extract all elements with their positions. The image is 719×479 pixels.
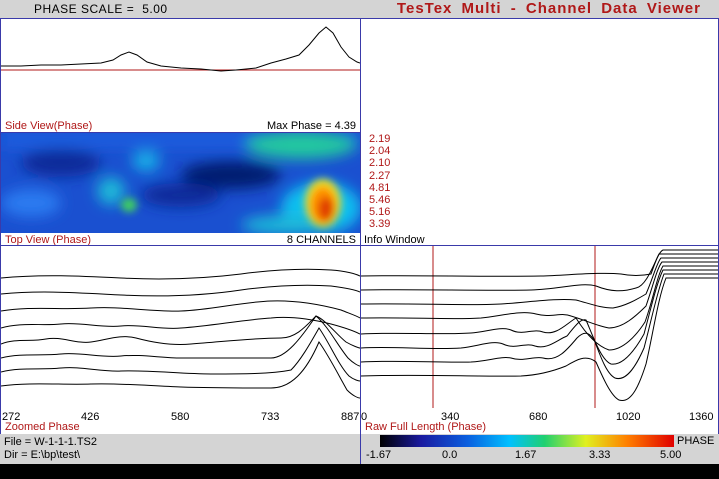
color-scale-title: PHASE [677,435,715,447]
status-divider [360,434,361,464]
raw-phase-panel[interactable]: 0 340 680 1020 1360 Raw Full Length (Pha… [360,245,719,435]
info-value: 3.39 [369,218,391,231]
zoomed-trace [1,268,360,280]
zoomed-tick-label: 272 [2,411,21,423]
zoomed-trace [1,316,360,335]
raw-tick-label: 1360 [689,411,714,423]
zoomed-tick-label: 733 [261,411,280,423]
zoomed-trace [1,340,360,399]
raw-trace [361,257,718,309]
info-value: 2.19 [369,133,391,145]
raw-tick-label: 0 [361,411,368,423]
top-view-label: Top View (Phase) [5,234,92,246]
color-scale-tick: 1.67 [515,449,537,461]
phase-scale-value: 5.00 [142,2,168,16]
footer-strip [0,464,719,479]
raw-tick-label: 1020 [616,411,641,423]
zoomed-traces [1,268,360,399]
info-window-panel[interactable]: 2.19 2.04 2.10 2.27 4.81 5.46 5.16 3.39 … [360,18,719,246]
max-phase-readout: Max Phase = 4.39 [267,120,356,132]
side-view-panel[interactable]: Side View(Phase) Max Phase = 4.39 [0,18,361,133]
top-view-heatmap [1,133,360,233]
raw-phase-label: Raw Full Length (Phase) [365,421,487,433]
zoomed-trace [1,315,360,367]
info-value: 2.04 [369,145,391,158]
side-view-trace [1,26,360,72]
raw-trace [361,261,718,329]
info-window-label: Info Window [364,234,425,246]
info-value: 2.27 [369,169,391,182]
zoomed-trace [1,284,360,297]
info-value: 2.10 [369,157,391,170]
raw-trace [361,269,718,365]
color-scale-tick: 3.33 [589,449,611,461]
phase-scale-label: PHASE SCALE = [34,2,135,16]
channels-count: 8 CHANNELS [286,234,356,246]
file-name: File = W-1-1-1.TS2 [4,436,98,448]
color-scale-tick: 0.0 [442,449,458,461]
zoomed-phase-panel[interactable]: 272 426 580 733 887 Zoomed Phase [0,245,361,435]
info-values-list: 2.19 2.04 2.10 2.27 4.81 5.46 5.16 3.39 [369,133,390,231]
raw-trace [361,265,718,351]
info-value: 5.16 [369,206,391,219]
side-view-label: Side View(Phase) [5,120,93,132]
raw-tick-label: 680 [529,411,548,423]
heatmap-blobs [1,133,360,233]
raw-trace [361,277,718,402]
zoomed-tick-label: 426 [81,411,100,423]
info-value: 4.81 [369,181,391,194]
color-scale-bar [380,435,674,447]
raw-traces [361,249,718,402]
raw-tick-label: 340 [441,411,460,423]
side-view-plot [1,26,360,72]
phase-scale-readout: PHASE SCALE = 5.00 [34,2,168,16]
zoomed-phase-label: Zoomed Phase [5,421,80,433]
raw-trace [361,253,718,292]
raw-phase-plot [361,246,718,408]
title-bar [0,0,719,18]
directory-path: Dir = E:\bp\test\ [4,449,81,461]
color-scale-tick: -1.67 [366,449,392,461]
top-view-panel[interactable]: Top View (Phase) 8 CHANNELS [0,132,361,246]
zoomed-trace [1,315,360,349]
zoomed-phase-plot [1,268,360,399]
zoomed-tick-label: 580 [171,411,190,423]
app-title: TesTex Multi - Channel Data Viewer [396,0,701,17]
info-value: 5.46 [369,194,391,207]
heatmap-hotspot [121,179,341,227]
raw-trace [361,273,718,380]
zoomed-tick-label: 887 [341,411,360,423]
zoomed-trace [1,300,360,319]
zoomed-trace [1,327,360,382]
color-scale-tick: 5.00 [660,449,682,461]
